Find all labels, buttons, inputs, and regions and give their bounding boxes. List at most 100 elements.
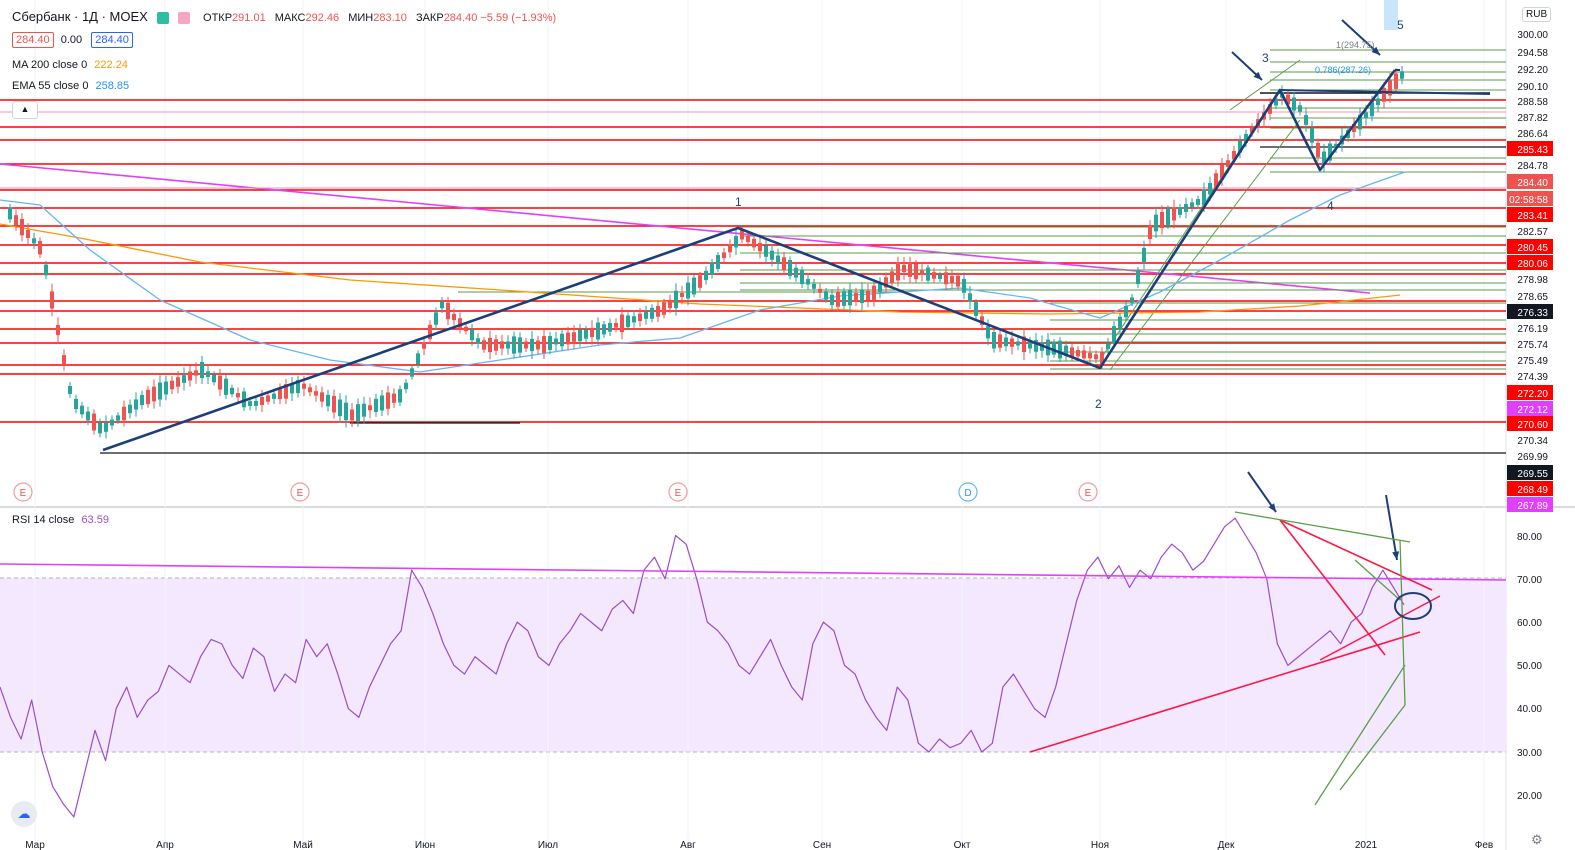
candle-body (716, 255, 720, 269)
candle-body (584, 329, 588, 339)
candle-body (566, 332, 570, 345)
arrow-icon (1371, 46, 1380, 55)
approx-icon[interactable] (177, 12, 190, 25)
candle-body (824, 291, 828, 300)
price-axis-label: 283.41 (1517, 211, 1548, 222)
candle-body (182, 375, 186, 383)
candle-body (788, 260, 792, 277)
price-axis-label: 275.49 (1517, 356, 1548, 367)
candle-body (512, 336, 516, 354)
candle-body (920, 270, 924, 275)
currency-badge[interactable]: RUB (1522, 7, 1552, 22)
ohlc-low-label: МИН (348, 12, 374, 24)
ma200-value: 222.24 (94, 59, 128, 71)
candle-body (1226, 160, 1230, 168)
eye-icon[interactable] (156, 12, 169, 25)
price-axis-label: 288.58 (1517, 97, 1548, 108)
candle-body (410, 368, 414, 377)
price-axis-pill (1507, 255, 1553, 270)
candle-body (476, 338, 480, 344)
candle-body (524, 341, 528, 349)
candle-body (98, 422, 102, 434)
candle-body (1082, 350, 1086, 359)
candle-body (1160, 211, 1164, 229)
ma200-label: MA 200 close 0 (12, 59, 88, 71)
candle-body (1172, 207, 1176, 221)
rsi-line (0, 517, 1405, 818)
candle-body (1238, 140, 1242, 153)
candle-body (374, 398, 378, 412)
rsi-axis-label: 30.00 (1517, 748, 1542, 759)
ask-button[interactable]: 284.40 (91, 32, 133, 48)
candle-body (134, 399, 138, 410)
fib-label: 1(294.75) (1336, 40, 1375, 50)
candle-body (956, 275, 960, 287)
candle-body (152, 386, 156, 402)
candle-body (1244, 133, 1248, 143)
wave-label: 4 (1327, 199, 1334, 213)
candle-body (614, 322, 618, 328)
candle-body (722, 252, 726, 259)
candle-body (1382, 87, 1386, 102)
candle-body (986, 326, 990, 339)
price-axis-label: 268.49 (1517, 485, 1548, 496)
candle-body (818, 288, 822, 293)
gear-icon[interactable]: ⚙ (1531, 832, 1543, 847)
trend-line (0, 163, 1371, 294)
candle-body (704, 270, 708, 281)
candle-body (62, 355, 66, 365)
symbol-title[interactable]: Сбербанк · 1Д · MOEX (12, 9, 148, 24)
price-axis-label: 294.58 (1517, 48, 1548, 59)
candle-body (632, 316, 636, 323)
candle-body (1214, 173, 1218, 188)
ohlc-high-label: МАКС (274, 12, 306, 24)
candle-body (650, 307, 654, 319)
rsi-trend-line (0, 563, 1507, 581)
ema55-legend[interactable]: EMA 55 close 0 258.85 (12, 80, 129, 92)
earnings-marker-label: E (297, 488, 304, 499)
candle-body (1316, 142, 1320, 158)
candle-body (386, 392, 390, 409)
bid-button[interactable]: 284.40 (12, 32, 54, 48)
collapse-legend-button[interactable]: ▲ (12, 101, 38, 119)
ma200-legend[interactable]: MA 200 close 0 222.24 (12, 59, 128, 71)
candle-body (236, 393, 240, 398)
candle-body (680, 292, 684, 298)
candle-body (1334, 143, 1338, 149)
candle-body (1112, 326, 1116, 344)
candle-body (1154, 214, 1158, 232)
candle-body (1202, 189, 1206, 205)
time-axis-label: Сен (813, 840, 831, 850)
candle-body (1178, 207, 1182, 215)
candle-body (326, 394, 330, 407)
candle-body (50, 291, 54, 309)
candle-body (572, 332, 576, 342)
candle-body (248, 401, 252, 406)
candle-body (1148, 225, 1152, 240)
ohlc-close-value: 284.40 −5.59 (−1.93%) (443, 12, 557, 24)
candle-body (224, 378, 228, 395)
candle-body (1250, 127, 1254, 133)
candle-body (266, 395, 270, 402)
time-axis-label: 2021 (1355, 840, 1378, 850)
candle-body (176, 377, 180, 387)
candle-body (662, 302, 666, 315)
rsi-trend-line (1029, 631, 1421, 753)
candle-body (470, 329, 474, 341)
candle-body (1184, 204, 1188, 212)
ema55-value: 258.85 (95, 80, 130, 92)
time-axis-label: Фев (1475, 840, 1493, 850)
rsi-legend[interactable]: RSI 14 close 63.59 (12, 514, 109, 526)
price-axis-label: 278.65 (1517, 292, 1548, 303)
price-axis-label: 282.57 (1517, 227, 1548, 238)
candle-body (1190, 202, 1194, 208)
candle-body (1076, 350, 1080, 357)
candle-body (8, 207, 12, 220)
price-axis-label: 284.40 (1517, 178, 1548, 189)
price-axis-pill (1507, 481, 1553, 496)
price-axis-pill (1507, 416, 1553, 431)
tradingview-logo-icon[interactable]: ☁ (11, 801, 37, 827)
candle-body (728, 244, 732, 253)
candle-body (1088, 352, 1092, 359)
